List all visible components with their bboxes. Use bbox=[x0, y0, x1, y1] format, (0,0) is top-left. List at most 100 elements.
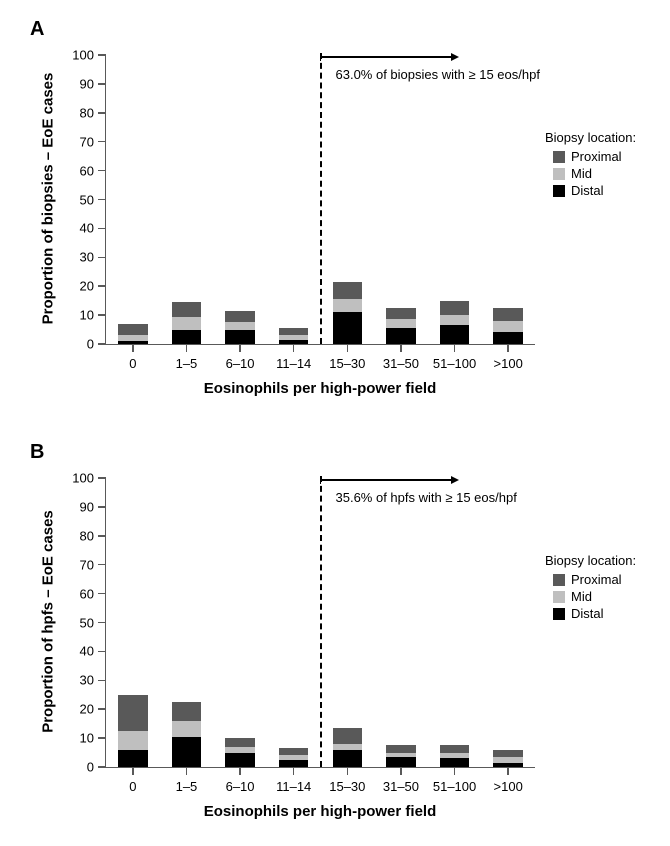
x-tick-label: 11–14 bbox=[276, 344, 311, 371]
bar-seg-proximal bbox=[225, 311, 254, 323]
bar-seg-proximal bbox=[440, 301, 469, 315]
panel-b: B Proportion of hpfs – EoE cases 35.6% o… bbox=[0, 423, 670, 846]
bar-stack bbox=[386, 745, 415, 767]
legend-item-proximal: Proximal bbox=[553, 149, 636, 164]
bar-seg-mid bbox=[333, 299, 362, 312]
bar-seg-mid bbox=[493, 321, 522, 333]
bar-seg-mid bbox=[172, 317, 201, 330]
x-tick-label: 31–50 bbox=[383, 344, 419, 371]
bar-seg-distal bbox=[172, 330, 201, 344]
bar-seg-distal bbox=[493, 763, 522, 767]
panel-b-label: B bbox=[30, 441, 44, 464]
bar-stack bbox=[172, 702, 201, 767]
bar-seg-distal bbox=[440, 758, 469, 767]
bar-seg-mid bbox=[440, 753, 469, 759]
y-tick-label: 10 bbox=[66, 308, 106, 323]
x-tick-label: >100 bbox=[494, 344, 523, 371]
y-tick-label: 10 bbox=[66, 731, 106, 746]
x-tick-label: 1–5 bbox=[176, 344, 198, 371]
y-tick-label: 30 bbox=[66, 250, 106, 265]
y-tick-label: 50 bbox=[66, 615, 106, 630]
panel-a-plot-area: 63.0% of biopsies with ≥ 15 eos/hpf 0102… bbox=[105, 55, 535, 345]
bar-stack bbox=[118, 695, 147, 767]
panel-a-arrow-head-icon bbox=[451, 53, 459, 61]
x-tick-label: 15–30 bbox=[329, 344, 365, 371]
y-tick-label: 80 bbox=[66, 105, 106, 120]
y-tick-label: 60 bbox=[66, 586, 106, 601]
x-tick-label: 51–100 bbox=[433, 767, 476, 794]
bar-seg-proximal bbox=[118, 695, 147, 731]
bar-stack bbox=[118, 324, 147, 344]
y-tick-label: 100 bbox=[66, 471, 106, 486]
y-tick-label: 20 bbox=[66, 279, 106, 294]
legend-item-mid: Mid bbox=[553, 166, 636, 181]
legend-swatch-distal bbox=[553, 185, 565, 197]
x-tick-label: 6–10 bbox=[226, 344, 255, 371]
bar-seg-proximal bbox=[118, 324, 147, 336]
bar-seg-mid bbox=[118, 335, 147, 341]
bar-seg-proximal bbox=[493, 308, 522, 321]
bar-seg-mid bbox=[225, 322, 254, 329]
bar-stack bbox=[279, 748, 308, 767]
legend-label-distal: Distal bbox=[571, 606, 604, 621]
bar-seg-distal bbox=[333, 750, 362, 767]
bar-seg-distal bbox=[118, 750, 147, 767]
bar-seg-distal bbox=[225, 753, 254, 767]
legend-swatch-proximal bbox=[553, 151, 565, 163]
y-tick-label: 30 bbox=[66, 673, 106, 688]
bar-seg-proximal bbox=[172, 702, 201, 721]
bar-seg-distal bbox=[279, 340, 308, 344]
bar-seg-proximal bbox=[333, 728, 362, 744]
panel-a-y-axis-label: Proportion of biopsies – EoE cases bbox=[40, 69, 57, 329]
legend-item-mid: Mid bbox=[553, 589, 636, 604]
y-tick-label: 0 bbox=[66, 337, 106, 352]
legend-item-distal: Distal bbox=[553, 606, 636, 621]
legend-title: Biopsy location: bbox=[545, 553, 636, 568]
x-tick-label: >100 bbox=[494, 767, 523, 794]
bar-seg-proximal bbox=[279, 748, 308, 755]
legend-title: Biopsy location: bbox=[545, 130, 636, 145]
bar-stack bbox=[172, 302, 201, 344]
x-tick-label: 6–10 bbox=[226, 767, 255, 794]
legend-item-distal: Distal bbox=[553, 183, 636, 198]
bar-seg-proximal bbox=[386, 745, 415, 752]
bar-seg-proximal bbox=[493, 750, 522, 757]
x-tick-label: 0 bbox=[129, 344, 136, 371]
bar-seg-proximal bbox=[440, 745, 469, 752]
legend-label-proximal: Proximal bbox=[571, 149, 622, 164]
legend-label-mid: Mid bbox=[571, 166, 592, 181]
y-tick-label: 70 bbox=[66, 134, 106, 149]
bar-stack bbox=[493, 750, 522, 767]
panel-a-threshold-line bbox=[320, 53, 322, 344]
panel-b-threshold-line bbox=[320, 476, 322, 767]
bar-seg-distal bbox=[386, 757, 415, 767]
legend-label-distal: Distal bbox=[571, 183, 604, 198]
bar-stack bbox=[225, 738, 254, 767]
bar-stack bbox=[493, 308, 522, 344]
x-tick-label: 31–50 bbox=[383, 767, 419, 794]
bar-seg-mid bbox=[225, 747, 254, 753]
y-tick-label: 0 bbox=[66, 760, 106, 775]
panel-b-arrow-head-icon bbox=[451, 476, 459, 484]
y-tick-label: 40 bbox=[66, 221, 106, 236]
legend-swatch-mid bbox=[553, 168, 565, 180]
bar-seg-distal bbox=[118, 341, 147, 344]
bar-seg-mid bbox=[493, 757, 522, 763]
legend-swatch-distal bbox=[553, 608, 565, 620]
bar-stack bbox=[279, 328, 308, 344]
y-tick-label: 90 bbox=[66, 76, 106, 91]
bar-stack bbox=[386, 308, 415, 344]
bar-seg-mid bbox=[279, 755, 308, 759]
bar-stack bbox=[333, 728, 362, 767]
x-tick-label: 11–14 bbox=[276, 767, 311, 794]
bar-seg-distal bbox=[333, 312, 362, 344]
bar-seg-mid bbox=[279, 335, 308, 339]
bar-seg-proximal bbox=[225, 738, 254, 747]
x-tick-label: 15–30 bbox=[329, 767, 365, 794]
bar-seg-mid bbox=[333, 744, 362, 750]
y-tick-label: 100 bbox=[66, 48, 106, 63]
legend-label-mid: Mid bbox=[571, 589, 592, 604]
y-tick-label: 80 bbox=[66, 528, 106, 543]
bar-seg-distal bbox=[279, 760, 308, 767]
panel-a-legend: Biopsy location: Proximal Mid Distal bbox=[545, 130, 636, 200]
